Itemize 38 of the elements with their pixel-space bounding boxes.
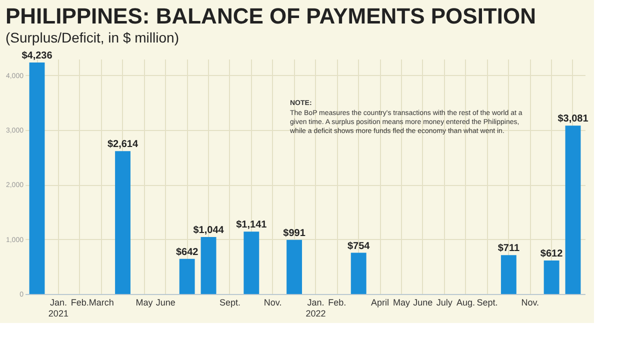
data-label: $2,614 — [107, 139, 138, 150]
x-tick-label: May — [392, 298, 410, 308]
bar — [200, 236, 216, 294]
chart-subtitle: (Surplus/Deficit, in $ million) — [5, 30, 179, 46]
x-tick-label: Nov. — [264, 298, 282, 308]
x-tick-label: Sept. — [476, 298, 498, 308]
bar — [286, 240, 302, 294]
data-label: $991 — [283, 228, 306, 239]
data-label: $612 — [540, 248, 564, 260]
x-tick-label: Sept. — [219, 298, 240, 308]
x-tick-label: March — [88, 298, 114, 308]
bar — [565, 126, 581, 294]
bar — [115, 151, 130, 294]
x-tick-label: Aug. — [456, 298, 476, 308]
data-label: $4,236 — [22, 50, 53, 62]
bar — [544, 260, 560, 294]
x-tick-label: Feb. — [328, 298, 346, 308]
chart-title: PHILIPPINES: BALANCE OF PAYMENTS POSITION — [5, 4, 536, 28]
data-label: $642 — [176, 246, 199, 258]
x-tick-label: April — [371, 298, 390, 308]
x-tick-label: May — [136, 298, 154, 308]
data-label: $3,081 — [558, 114, 589, 125]
bar — [350, 252, 366, 294]
x-tick-label: July — [436, 298, 453, 308]
bar — [29, 62, 45, 294]
x-tick-label: Jan. 2022 — [306, 298, 326, 318]
bar — [244, 232, 260, 294]
x-tick-label: Jan. 2021 — [48, 298, 68, 318]
x-tick-label: June — [156, 298, 176, 308]
x-tick-label: Nov. — [521, 298, 540, 308]
data-label: $1,141 — [236, 220, 268, 231]
data-label: $1,044 — [193, 224, 224, 236]
data-label: $754 — [347, 240, 370, 252]
data-label: $711 — [498, 243, 520, 254]
bar — [500, 255, 516, 294]
x-tick-label: Feb. — [70, 298, 89, 308]
x-tick-label: June — [413, 298, 433, 308]
bar — [179, 258, 195, 294]
